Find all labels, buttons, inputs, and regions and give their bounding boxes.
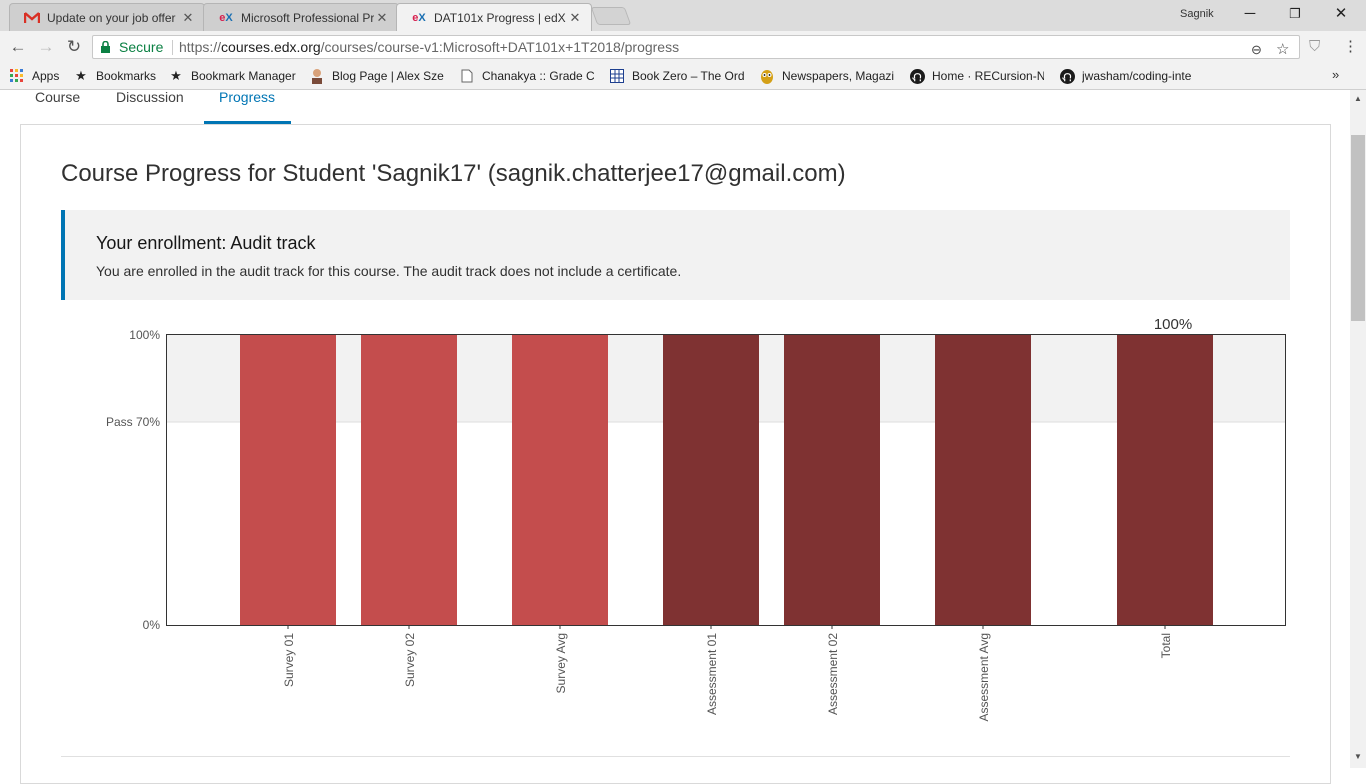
bookmark-chanakya[interactable]: Chanakya :: Grade Ca (459, 68, 594, 84)
bookmark-coding-interview[interactable]: jwasham/coding-inte (1059, 68, 1194, 84)
browser-tab-1[interactable]: Update on your job offer ✕ (9, 3, 205, 31)
close-tab-icon[interactable]: ✕ (182, 9, 194, 25)
url-path: /courses/course-v1:Microsoft+DAT101x+1T2… (320, 39, 680, 55)
x-tick-label: Survey Avg (554, 633, 568, 693)
bar-assessment-02 (784, 335, 880, 625)
course-nav: Course Discussion Progress (0, 89, 1350, 124)
x-tick-label: Assessment 01 (705, 633, 719, 715)
x-tick-label: Survey 01 (282, 633, 296, 687)
bar-assessment-01 (663, 335, 759, 625)
omnibox-divider (172, 40, 173, 55)
minimize-icon[interactable]: ─ (1244, 5, 1256, 22)
back-arrow-icon[interactable]: ← (9, 37, 27, 56)
url-scheme: https:// (179, 39, 222, 55)
bar-total (1117, 335, 1213, 625)
menu-kebab-icon[interactable]: ⋮ (1343, 38, 1358, 55)
tab-progress[interactable]: Progress (204, 89, 291, 124)
owl-icon (759, 68, 775, 84)
tab-title: Update on your job offer (47, 10, 176, 25)
address-bar[interactable]: Secure https://courses.edx.org/courses/c… (92, 35, 1300, 59)
bookmark-bookmark-manager[interactable]: ★ Bookmark Manager (168, 68, 296, 84)
bar-survey-02 (361, 335, 457, 625)
bookmark-blog-page[interactable]: Blog Page | Alex Szep (309, 68, 444, 84)
bookmark-label: Book Zero – The Ord (632, 69, 744, 83)
forward-arrow-icon[interactable]: → (37, 37, 55, 56)
enrollment-notice (61, 210, 1290, 300)
total-value-label: 100% (1154, 316, 1192, 333)
shield-extension-icon[interactable]: ⛉ (1309, 38, 1321, 55)
bookmark-newspapers[interactable]: Newspapers, Magazi (759, 68, 894, 84)
tab-title: DAT101x Progress | edX (434, 11, 566, 25)
bookmark-label: jwasham/coding-inte (1082, 69, 1192, 83)
x-tick-label: Total (1159, 633, 1173, 658)
reload-icon[interactable]: ↻ (66, 37, 82, 56)
bar-assessment-avg (935, 335, 1031, 625)
x-tick-label: Assessment 02 (826, 633, 840, 715)
apps-grid-icon (9, 68, 25, 84)
close-tab-icon[interactable]: ✕ (376, 9, 388, 25)
y-tick-label: Pass 70% (106, 415, 160, 429)
github-icon (1059, 68, 1075, 84)
enrollment-title: Your enrollment: Audit track (96, 233, 316, 253)
section-divider (61, 756, 1290, 757)
scroll-down-icon[interactable]: ▼ (1354, 752, 1362, 761)
grade-chart: 100% Pass 70% 0% Survey 01 Survey 02 Survey A… (106, 316, 1286, 722)
bookmark-label: Chanakya :: Grade Ca (482, 69, 594, 83)
bookmark-book-zero[interactable]: Book Zero – The Ord (609, 68, 744, 84)
page-title: Course Progress for Student 'Sagnik17' (… (61, 160, 846, 187)
bar-survey-01 (240, 335, 336, 625)
bookmark-label: Blog Page | Alex Szep (332, 69, 444, 83)
github-icon (909, 68, 925, 84)
close-tab-icon[interactable]: ✕ (569, 10, 581, 25)
page-icon (459, 68, 475, 84)
bookmark-star-icon[interactable]: ☆ (1276, 41, 1290, 58)
tab-discussion[interactable]: Discussion (116, 89, 184, 105)
translate-icon[interactable]: ⊖ (1251, 42, 1262, 57)
secure-label: Secure (119, 39, 164, 55)
tab-course[interactable]: Course (35, 89, 81, 105)
star-icon: ★ (75, 68, 87, 83)
bookmark-label: Newspapers, Magazi (782, 69, 894, 83)
x-tick-label: Assessment Avg (977, 633, 991, 722)
scroll-up-icon[interactable]: ▲ (1354, 94, 1362, 103)
enrollment-message: You are enrolled in the audit track for … (96, 263, 682, 279)
star-icon: ★ (170, 68, 182, 83)
url-text: https://courses.edx.org/courses/course-v… (179, 36, 679, 58)
bookmark-label: Bookmark Manager (191, 69, 296, 83)
url-host: courses.edx.org (221, 39, 321, 55)
close-window-icon[interactable]: ✕ (1334, 5, 1348, 22)
bookmark-label: Apps (32, 69, 60, 83)
avatar-icon (309, 68, 325, 84)
more-bookmarks-icon[interactable]: » (1332, 67, 1340, 82)
lock-icon (101, 41, 110, 53)
x-tick-label: Survey 02 (403, 633, 417, 687)
profile-name[interactable]: Sagnik (1180, 8, 1214, 20)
y-tick-label: 0% (143, 618, 161, 632)
bookmark-label: Bookmarks (96, 69, 157, 83)
tab-title: Microsoft Professional Pr (241, 10, 374, 25)
bookmark-label: Home · RECursion-N (932, 69, 1044, 83)
bookmark-recursion[interactable]: Home · RECursion-N (909, 68, 1044, 84)
grid-icon (609, 68, 625, 84)
scrollbar-thumb[interactable] (1351, 135, 1365, 321)
restore-icon[interactable]: ❐ (1289, 6, 1301, 21)
plot-frame (166, 334, 1286, 626)
bookmark-apps[interactable]: Apps (9, 68, 59, 84)
bar-survey-avg (512, 335, 608, 625)
y-tick-label: 100% (129, 328, 160, 342)
bookmark-bookmarks[interactable]: ★ Bookmarks (73, 68, 156, 84)
bookmarks-bar: Apps ★ Bookmarks ★ Bookmark Manager Blog… (0, 63, 1366, 90)
gmail-icon (24, 10, 40, 26)
